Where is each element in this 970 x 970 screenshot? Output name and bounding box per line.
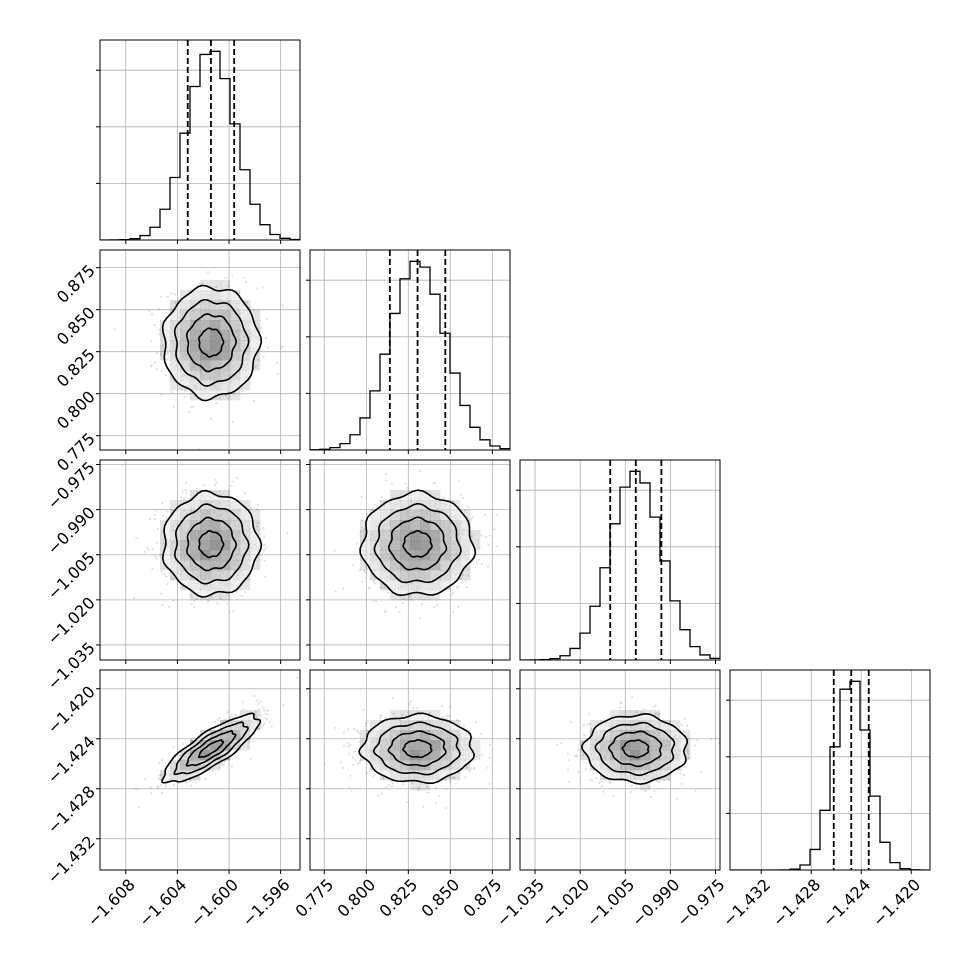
histogram-step — [310, 260, 510, 450]
grid — [730, 670, 930, 870]
x-tick-label: −0.990 — [628, 875, 683, 930]
y-tick-label: 0.825 — [53, 345, 99, 391]
contour-1-sigma — [387, 730, 447, 767]
contour-0.5-sigma — [198, 327, 225, 358]
histogram-step — [520, 470, 720, 660]
contour-2-sigma — [161, 489, 263, 598]
contour-1.5-sigma — [373, 502, 462, 584]
x-tick-label: −1.596 — [238, 875, 293, 930]
x-tick-label: 0.850 — [418, 875, 464, 921]
histogram-step — [730, 680, 930, 870]
contour-0.5-sigma — [198, 530, 225, 559]
hist-panel-p0 — [96, 39, 301, 244]
y-tick-label: −1.420 — [43, 682, 98, 737]
x-tick-label: 0.800 — [333, 875, 379, 921]
contour-2-sigma — [581, 713, 689, 785]
contour-1-sigma — [388, 516, 448, 571]
contour-1.5-sigma — [372, 721, 461, 776]
hist-panel-p1 — [306, 249, 511, 454]
x-tick-label: −1.428 — [769, 875, 824, 930]
panel-frame — [309, 459, 511, 661]
hist-panel-p2 — [516, 459, 721, 664]
grid — [520, 460, 720, 660]
grid — [100, 40, 300, 240]
x-tick-label: −1.035 — [493, 875, 548, 930]
x-tick-label: −1.020 — [538, 875, 593, 930]
y-tick-label: −0.990 — [43, 503, 98, 558]
contour-1.5-sigma — [173, 298, 250, 387]
contour-1-sigma — [185, 313, 237, 373]
x-tick-label: −1.608 — [84, 875, 139, 930]
contour-0.5-sigma — [621, 739, 650, 759]
contour-2-sigma — [359, 489, 477, 597]
hist-panel-p3: −1.432−1.428−1.424−1.420 — [719, 669, 931, 930]
grid — [520, 670, 720, 870]
x-tick-label: −1.604 — [135, 875, 190, 930]
x-tick-label: −1.005 — [583, 875, 638, 930]
y-tick-label: 0.800 — [53, 387, 99, 433]
contour-0.5-sigma — [402, 739, 433, 759]
contour-0.5-sigma — [402, 529, 433, 558]
panel-frame — [519, 669, 721, 871]
y-tick-label: 0.875 — [53, 261, 99, 307]
contour-0.5-sigma — [197, 739, 225, 759]
contour-1-sigma — [186, 516, 238, 572]
x-tick-label: −0.975 — [673, 875, 728, 930]
histogram-step — [100, 50, 300, 240]
y-tick-label: −1.005 — [43, 548, 98, 603]
panel-frame — [729, 669, 931, 871]
grid — [310, 250, 510, 450]
x-tick-label: −1.420 — [869, 875, 924, 930]
panel-frame — [99, 249, 301, 451]
x-tick-label: 0.775 — [291, 875, 337, 921]
contour-1.5-sigma — [173, 721, 249, 776]
scatter-panel-p0-p2: −1.035−1.020−1.005−0.990−0.975 — [43, 458, 301, 694]
scatter-panel-p2-p3: −1.035−1.020−1.005−0.990−0.975 — [493, 669, 728, 930]
panel-frame — [519, 459, 721, 661]
y-tick-label: −1.432 — [43, 832, 98, 887]
scatter-panel-p0-p3: −1.608−1.604−1.600−1.596−1.432−1.428−1.4… — [43, 669, 301, 930]
contour-1.5-sigma — [594, 721, 676, 777]
panel-frame — [99, 669, 301, 871]
panel-frame — [309, 669, 511, 871]
x-tick-label: −1.600 — [187, 875, 242, 930]
panel-frame — [309, 249, 511, 451]
y-tick-label: −1.035 — [43, 638, 98, 693]
contour-2-sigma — [358, 712, 476, 784]
contour-2-sigma — [161, 712, 262, 784]
x-tick-label: 0.825 — [376, 875, 422, 921]
contour-1-sigma — [608, 730, 663, 768]
y-tick-label: 0.850 — [53, 303, 99, 349]
panel-frame — [99, 459, 301, 661]
contour-1.5-sigma — [173, 503, 250, 585]
y-tick-label: −1.428 — [43, 782, 98, 837]
panel-frame — [99, 39, 301, 241]
contour-1-sigma — [185, 730, 237, 767]
contour-2-sigma — [161, 284, 263, 402]
scatter-panel-p1-p2 — [306, 459, 511, 664]
y-tick-label: −1.424 — [43, 732, 98, 787]
y-tick-label: −1.020 — [43, 593, 98, 648]
x-tick-label: −1.424 — [819, 875, 874, 930]
x-tick-label: −1.432 — [719, 875, 774, 930]
